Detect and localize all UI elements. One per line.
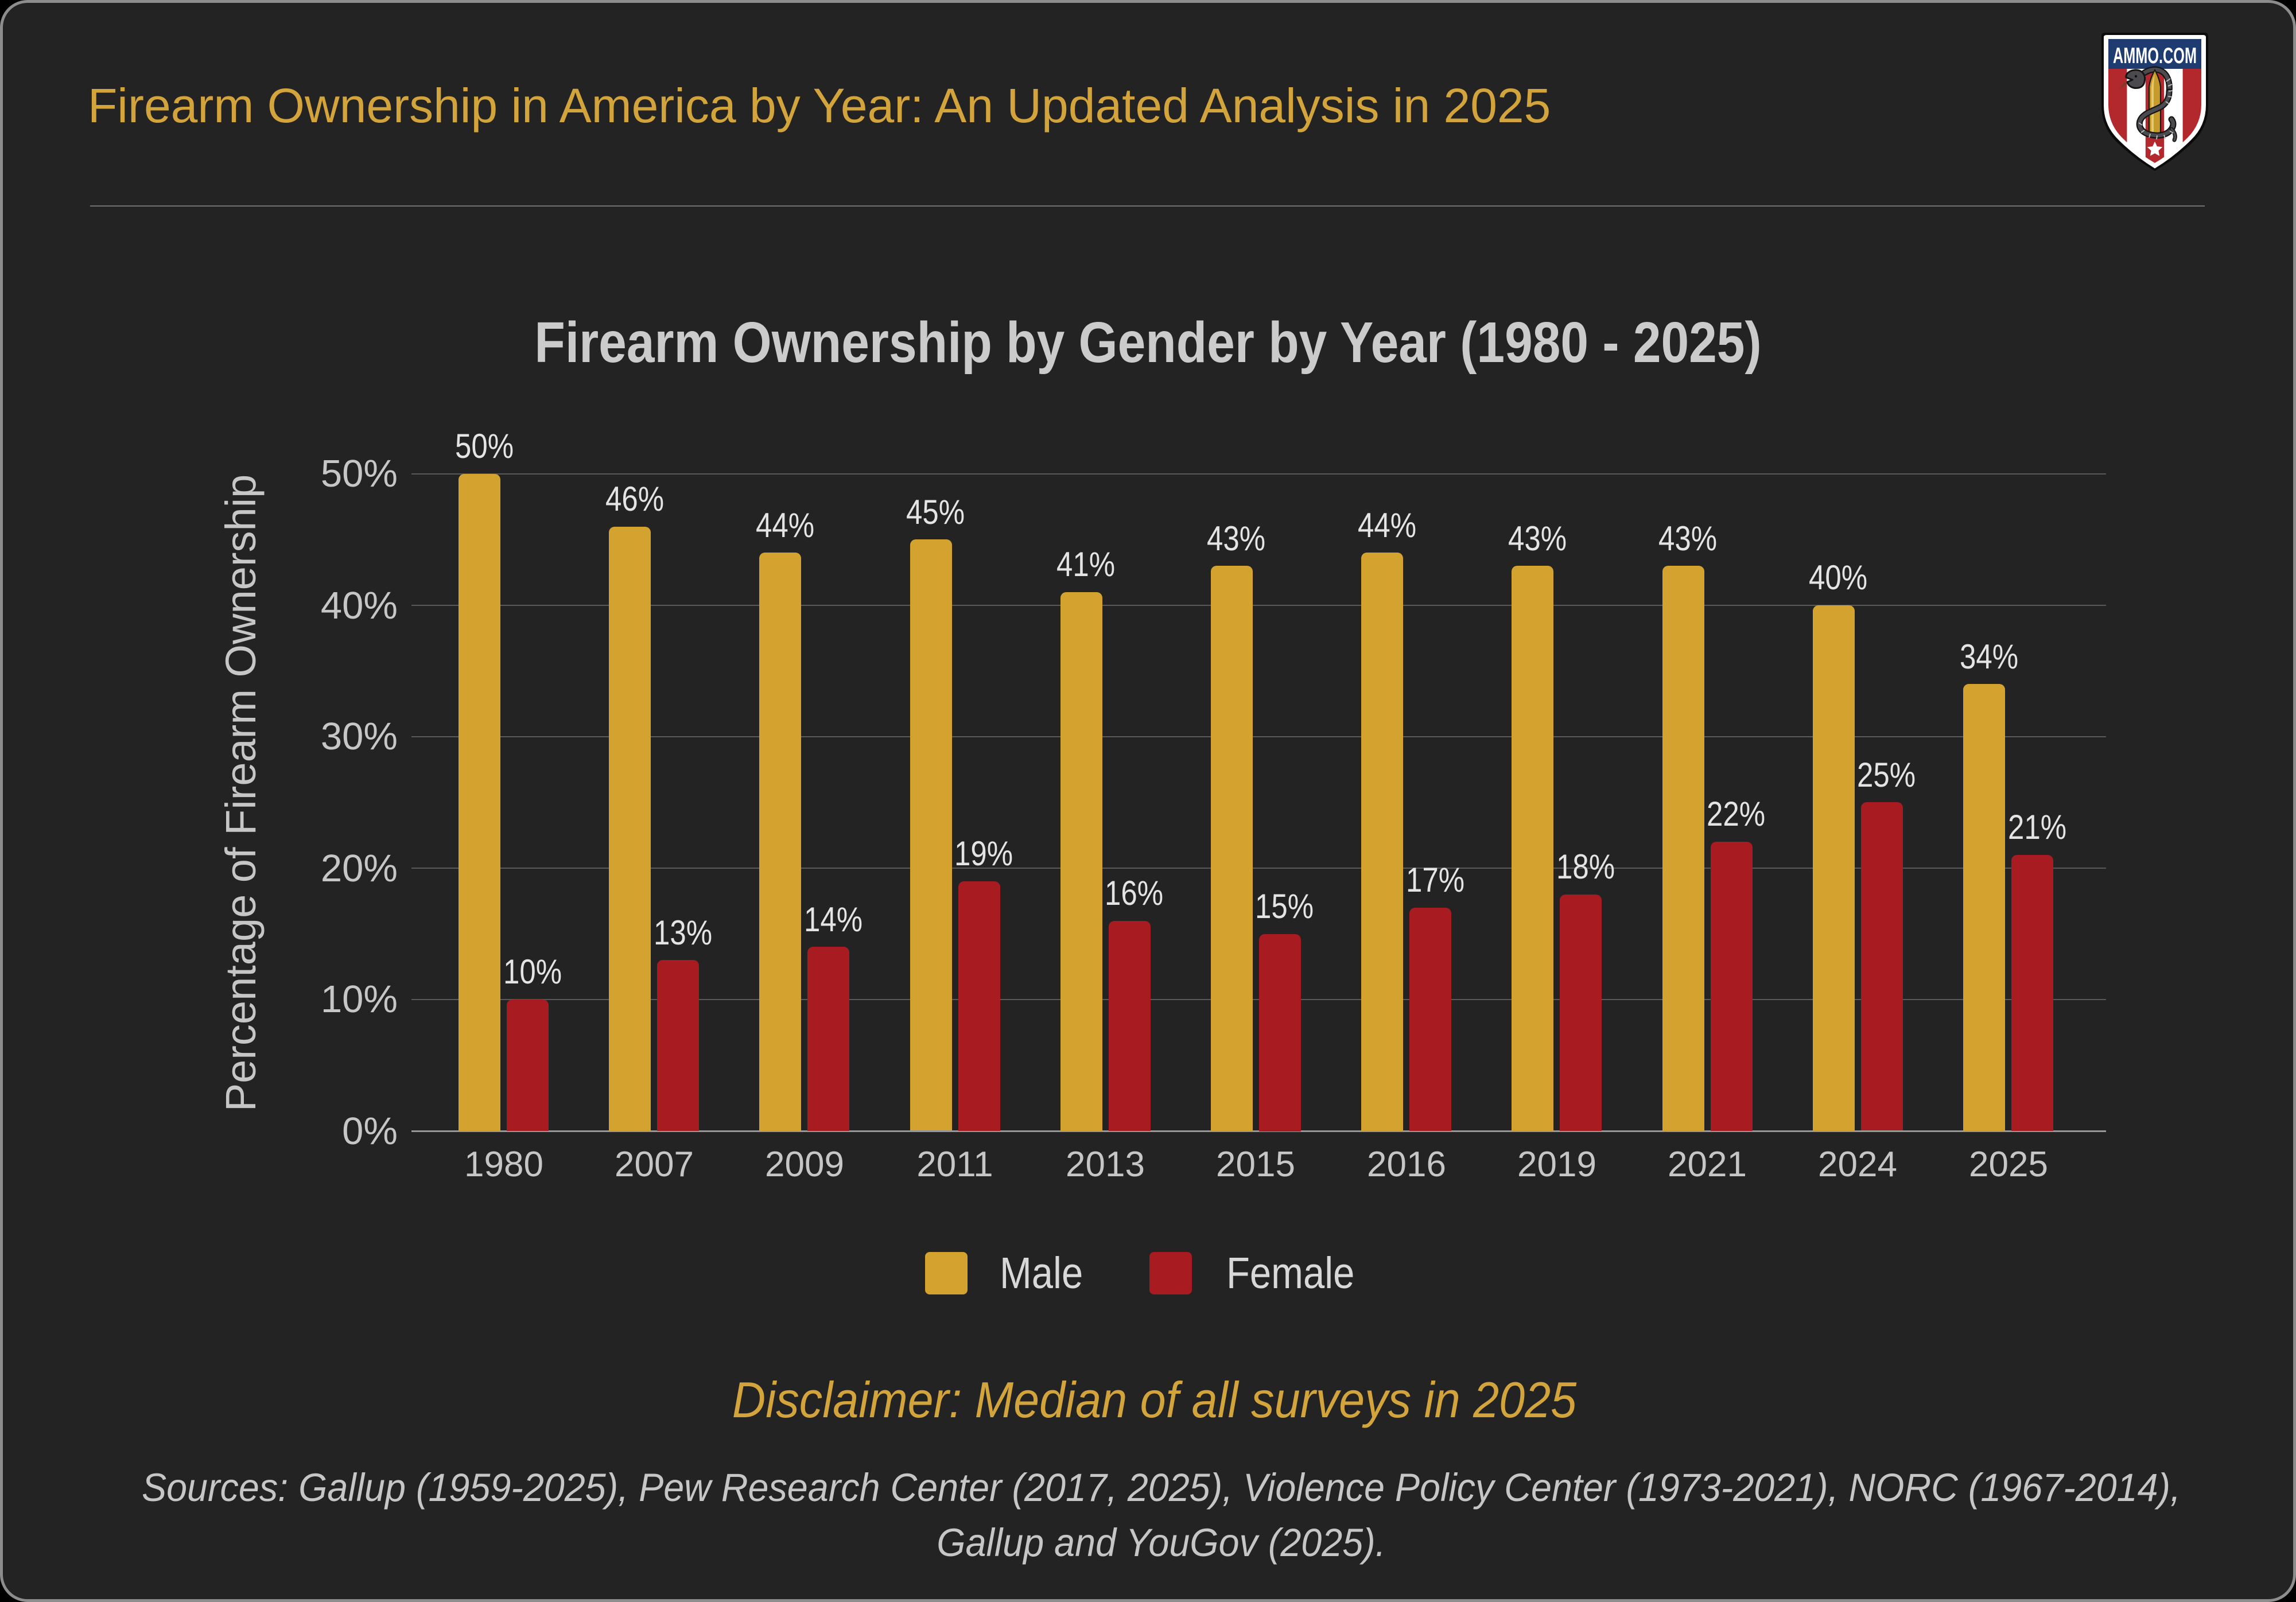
- svg-text:AMMO.COM: AMMO.COM: [2113, 44, 2197, 68]
